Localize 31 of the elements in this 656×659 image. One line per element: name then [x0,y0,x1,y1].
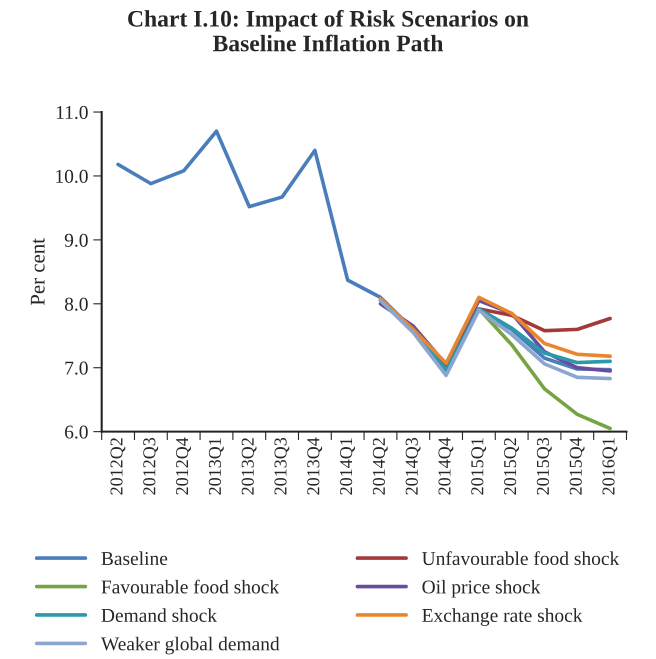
legend-label: Demand shock [101,608,218,622]
x-tick-label: 2013Q4 [307,437,322,495]
x-tick-label: 2012Q2 [110,438,126,495]
y-tick-label: 6.0 [65,425,88,439]
x-tick-label: 2012Q3 [143,438,158,495]
legend-label: Baseline [101,551,168,566]
x-tick-label: 2014Q2 [372,438,388,495]
x-tick-label: 2016Q1 [602,438,618,495]
x-tick-label: 2015Q1 [471,438,486,495]
x-tick-label: 2015Q4 [570,437,585,495]
x-tick-label: 2013Q3 [274,438,290,495]
legend-label: Favourable food shock [101,580,280,594]
x-tick-label: 2013Q1 [208,438,224,495]
chart-title: Chart I.10: Impact of Risk Scenarios on Baseline Inflation Path [128,10,529,52]
x-tick-label: 2014Q4 [438,437,454,495]
legend-label: Unfavourable food shock [422,551,620,566]
y-tick-label: 9.0 [64,234,88,247]
y-tick-label: 10.0 [56,170,88,183]
x-tick-label: 2015Q2 [504,438,519,495]
y-axis-title: Per cent [30,238,45,306]
x-tick-label: 2014Q1 [340,438,355,495]
legend-label: Oil price shock [422,580,540,598]
x-tick-label: 2013Q2 [242,438,257,495]
x-tick-label: 2014Q3 [406,438,421,495]
y-tick-label: 7.0 [65,362,88,375]
y-tick-label: 8.0 [64,298,88,311]
y-tick-label: 11.0 [56,106,88,120]
legend-label: Weaker global demand [100,636,280,654]
legend-label: Exchange rate shock [422,608,583,626]
x-tick-label: 2012Q4 [176,437,191,495]
x-tick-label: 2015Q3 [536,438,552,495]
